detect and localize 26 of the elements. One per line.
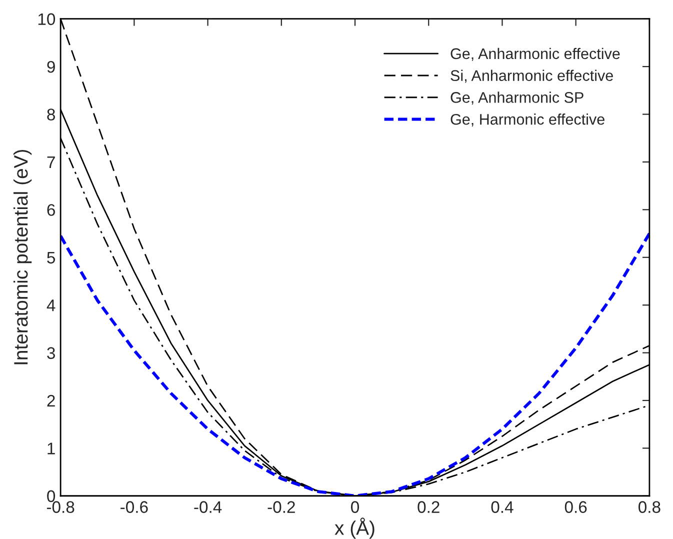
x-tick-label: 0 (351, 501, 359, 513)
y-axis-title: Interatomic potential (eV) (13, 150, 32, 364)
y-tick-label: 2 (47, 394, 55, 407)
x-tick-label: -0.6 (120, 501, 148, 513)
y-tick-label: 4 (46, 300, 56, 312)
x-tick-label: -0.4 (194, 501, 222, 513)
legend-label: Ge, Anharmonic effective (450, 48, 620, 61)
y-tick-label: 3 (47, 347, 55, 359)
y-tick-label: 9 (47, 60, 55, 73)
x-tick-label: 0.8 (638, 501, 660, 513)
x-axis-title: x (Å) (334, 518, 374, 539)
y-tick-label: 8 (47, 108, 55, 120)
x-tick-label: 0.6 (564, 501, 587, 513)
x-tick-label: -0.2 (268, 501, 295, 513)
legend-label: Ge, Anharmonic SP (450, 92, 584, 105)
x-tick-label: -0.8 (46, 501, 74, 513)
y-tick-label: 1 (48, 442, 55, 454)
y-tick-label: 7 (47, 156, 55, 168)
x-tick-label: 0.4 (491, 501, 514, 513)
legend-label: Si, Anharmonic effective (450, 70, 613, 83)
y-tick-label: 0 (47, 490, 56, 502)
y-tick-label: 5 (47, 252, 56, 264)
y-tick-label: 6 (47, 204, 55, 216)
x-tick-label: 0.2 (418, 501, 440, 513)
y-tick-label: 10 (38, 13, 56, 26)
legend-label: Ge, Harmonic effective (450, 114, 604, 127)
